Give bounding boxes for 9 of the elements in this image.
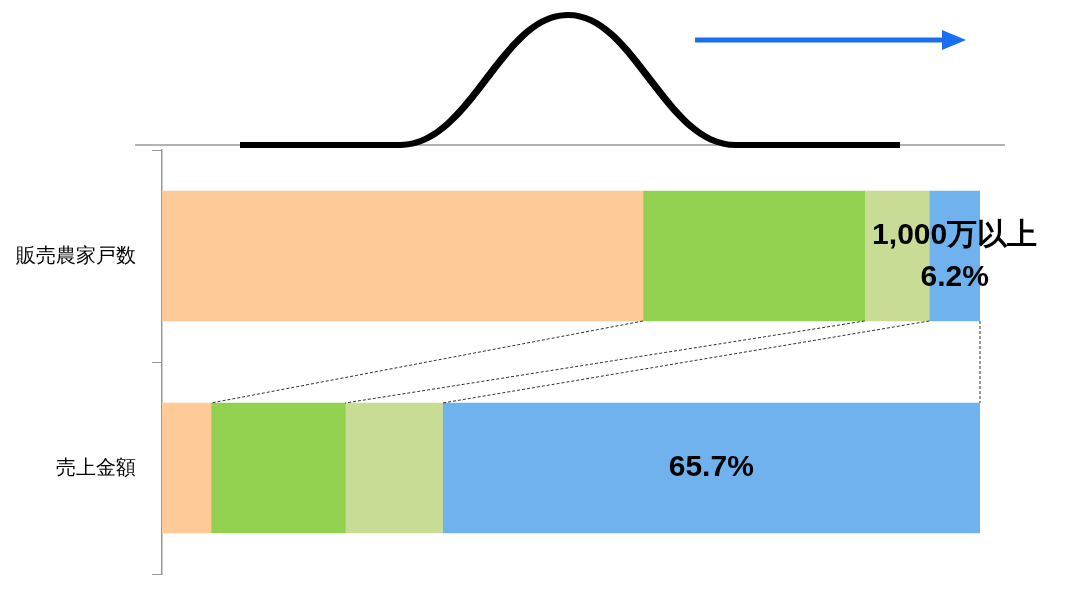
bar (642, 190, 865, 322)
bar (344, 402, 443, 534)
bar (442, 402, 980, 534)
bar (210, 402, 346, 534)
y-tick-label: 売上金額 (56, 455, 136, 478)
y-tick-label: 販売農家戸数 (16, 243, 136, 266)
bar (162, 402, 212, 534)
bar (162, 190, 644, 322)
data-label: 65.7% (668, 449, 754, 483)
